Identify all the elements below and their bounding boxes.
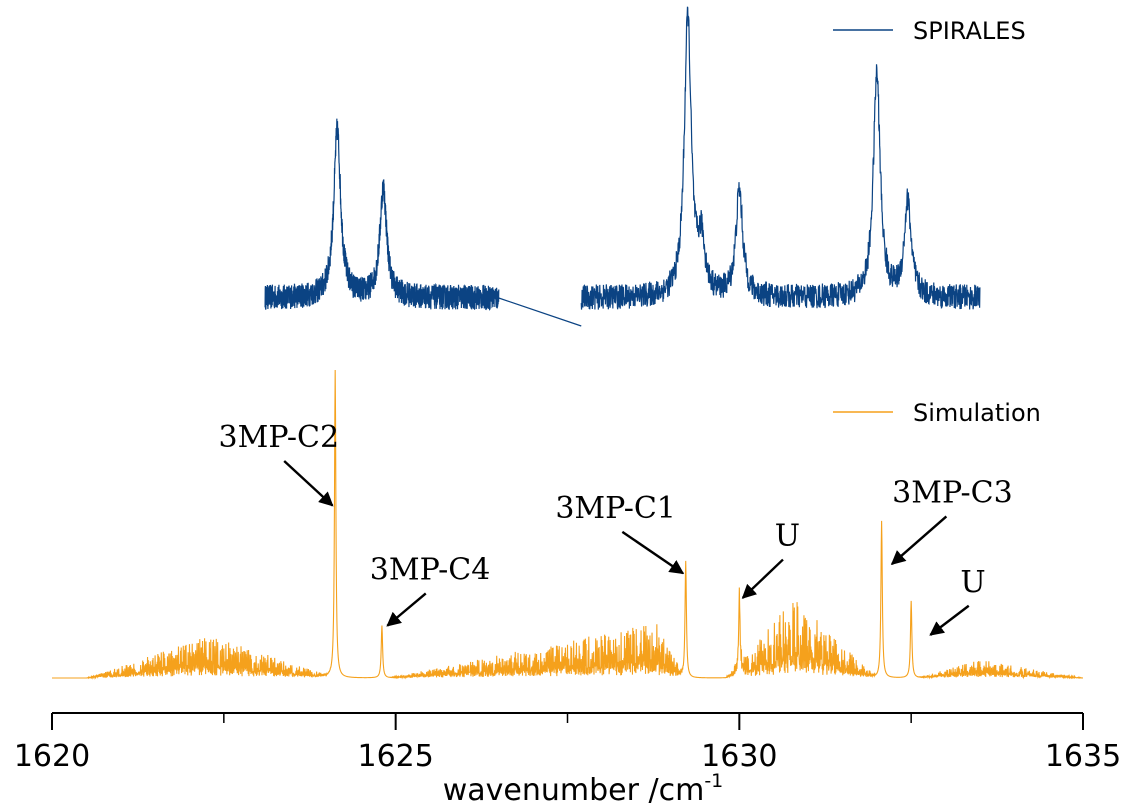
annotation-label: 3MP-C3	[892, 475, 1013, 510]
annotations: 3MP-C2 3MP-C4 3MP-C1 U 3MP-C3 U	[219, 420, 1013, 636]
annotation-label: 3MP-C4	[370, 552, 491, 587]
annotation-label: 3MP-C1	[555, 491, 676, 526]
legend: SPIRALES Simulation	[833, 17, 1041, 427]
spirales-trace-segment-1	[264, 118, 500, 311]
x-axis: 1620 1625 1630 1635	[14, 712, 1121, 774]
legend-label: SPIRALES	[913, 17, 1026, 45]
x-axis-label-text: wavenumber /cm	[443, 773, 705, 808]
plot-area	[52, 6, 1084, 680]
annotation-arrow	[621, 530, 685, 575]
annotation-arrow	[386, 592, 427, 627]
annotation-arrow	[929, 604, 970, 636]
annotation-label: U	[775, 519, 800, 554]
annotation-label: U	[960, 565, 985, 600]
annotation-arrow	[741, 558, 784, 599]
simulation-trace	[52, 369, 1084, 680]
legend-label: Simulation	[913, 399, 1041, 427]
spirales-gap-connector	[498, 297, 582, 327]
x-tick-label: 1625	[357, 739, 433, 774]
annotation-arrow	[890, 515, 948, 565]
x-tick-label: 1635	[1045, 739, 1121, 774]
spirales-trace-segment-2	[580, 6, 981, 310]
x-axis-label-superscript: -1	[704, 770, 723, 792]
annotation-arrow	[283, 460, 334, 507]
x-tick-label: 1630	[701, 739, 777, 774]
x-tick-label: 1620	[14, 739, 90, 774]
annotation-label: 3MP-C2	[219, 420, 340, 455]
x-axis-label: wavenumber /cm-1	[443, 770, 724, 808]
